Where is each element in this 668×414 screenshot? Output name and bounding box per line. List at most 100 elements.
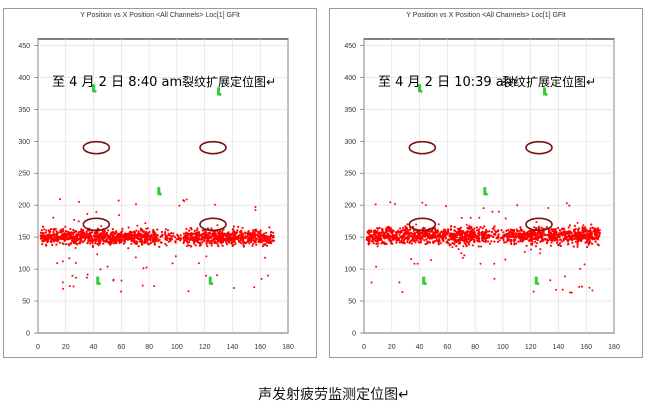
scatter-point xyxy=(587,243,590,246)
scatter-point xyxy=(450,233,454,236)
scatter-point xyxy=(575,237,578,240)
scatter-point xyxy=(119,232,123,235)
scatter-point xyxy=(217,245,220,248)
scatter-point xyxy=(103,234,106,237)
scatter-point xyxy=(86,273,89,276)
scatter-point xyxy=(504,258,507,261)
scatter-point xyxy=(509,228,512,231)
scatter-point xyxy=(135,242,138,245)
scatter-point xyxy=(253,239,256,242)
scatter-point xyxy=(521,237,524,240)
scatter-point xyxy=(439,242,442,245)
crack-ellipse xyxy=(82,140,111,155)
scatter-point xyxy=(535,238,538,241)
scatter-point xyxy=(375,231,378,234)
scatter-point xyxy=(233,235,236,238)
scatter-point xyxy=(489,242,492,245)
scatter-point xyxy=(479,226,482,229)
scatter-point xyxy=(187,232,190,235)
scatter-point xyxy=(510,231,514,234)
scatter-point xyxy=(400,239,403,242)
scatter-point xyxy=(525,244,528,247)
scatter-point xyxy=(268,236,272,239)
scatter-point xyxy=(207,233,210,236)
scatter-point xyxy=(117,199,120,202)
scatter-point xyxy=(97,238,100,241)
scatter-point xyxy=(252,231,255,234)
scatter-point xyxy=(424,235,427,238)
scatter-point xyxy=(76,233,79,236)
sensor-marker xyxy=(418,84,423,93)
scatter-point xyxy=(154,235,157,238)
scatter-point xyxy=(184,235,187,238)
scatter-point xyxy=(257,232,260,235)
scatter-point xyxy=(193,232,196,235)
scatter-point xyxy=(85,232,88,235)
scatter-point xyxy=(56,233,59,236)
scatter-point xyxy=(436,229,439,232)
scatter-point xyxy=(50,228,53,231)
scatter-point xyxy=(164,233,167,236)
scatter-point xyxy=(566,231,569,235)
x-tick-label: 160 xyxy=(254,344,266,351)
scatter-point xyxy=(461,256,464,259)
scatter-point xyxy=(103,240,106,243)
scatter-point xyxy=(554,235,557,238)
scatter-point xyxy=(496,230,499,233)
scatter-point xyxy=(59,229,62,232)
scatter-point xyxy=(121,227,124,230)
scatter-point xyxy=(387,236,390,239)
scatter-point xyxy=(142,230,145,233)
scatter-point xyxy=(152,230,156,233)
scatter-point xyxy=(507,236,510,239)
scatter-point xyxy=(546,226,549,229)
scatter-point xyxy=(481,227,484,230)
scatter-point xyxy=(467,227,470,230)
scatter-point xyxy=(54,238,57,241)
scatter-point xyxy=(482,237,485,240)
scatter-point xyxy=(254,237,257,240)
y-tick-label: 450 xyxy=(18,43,30,50)
scatter-point xyxy=(217,238,221,241)
scatter-point xyxy=(237,237,240,240)
scatter-point xyxy=(476,229,479,232)
scatter-point xyxy=(87,236,90,240)
scatter-point xyxy=(590,234,593,238)
sensor-dot xyxy=(210,282,214,286)
scatter-point xyxy=(251,244,254,247)
scatter-point xyxy=(594,240,597,243)
scatter-point xyxy=(406,240,409,244)
scatter-point xyxy=(445,233,449,236)
scatter-point xyxy=(498,239,501,242)
scatter-point xyxy=(231,228,234,231)
scatter-point xyxy=(412,236,415,239)
scatter-point xyxy=(398,233,401,236)
scatter-point xyxy=(473,235,476,238)
scatter-point xyxy=(539,252,542,255)
scatter-point xyxy=(471,234,474,237)
scatter-point xyxy=(540,226,543,229)
scatter-point xyxy=(574,235,577,238)
scatter-point xyxy=(437,243,440,246)
scatter-point xyxy=(113,241,117,245)
scatter-point xyxy=(468,237,471,240)
scatter-point xyxy=(235,231,238,234)
scatter-point xyxy=(376,227,379,230)
scatter-point xyxy=(172,232,175,235)
scatter-point xyxy=(496,240,500,243)
scatter-point xyxy=(493,240,496,243)
y-tick-label: 0 xyxy=(26,331,30,338)
scatter-point xyxy=(94,242,97,245)
scatter-point xyxy=(379,239,383,242)
scatter-point xyxy=(457,248,460,251)
scatter-point xyxy=(390,230,393,233)
scatter-point xyxy=(408,232,411,235)
scatter-point xyxy=(487,240,490,243)
scatter-point xyxy=(260,234,263,237)
scatter-point xyxy=(401,241,404,244)
scatter-point xyxy=(249,239,252,242)
scatter-point xyxy=(185,245,188,248)
scatter-point xyxy=(561,228,564,231)
scatter-point xyxy=(409,235,412,238)
scatter-point xyxy=(504,217,507,220)
